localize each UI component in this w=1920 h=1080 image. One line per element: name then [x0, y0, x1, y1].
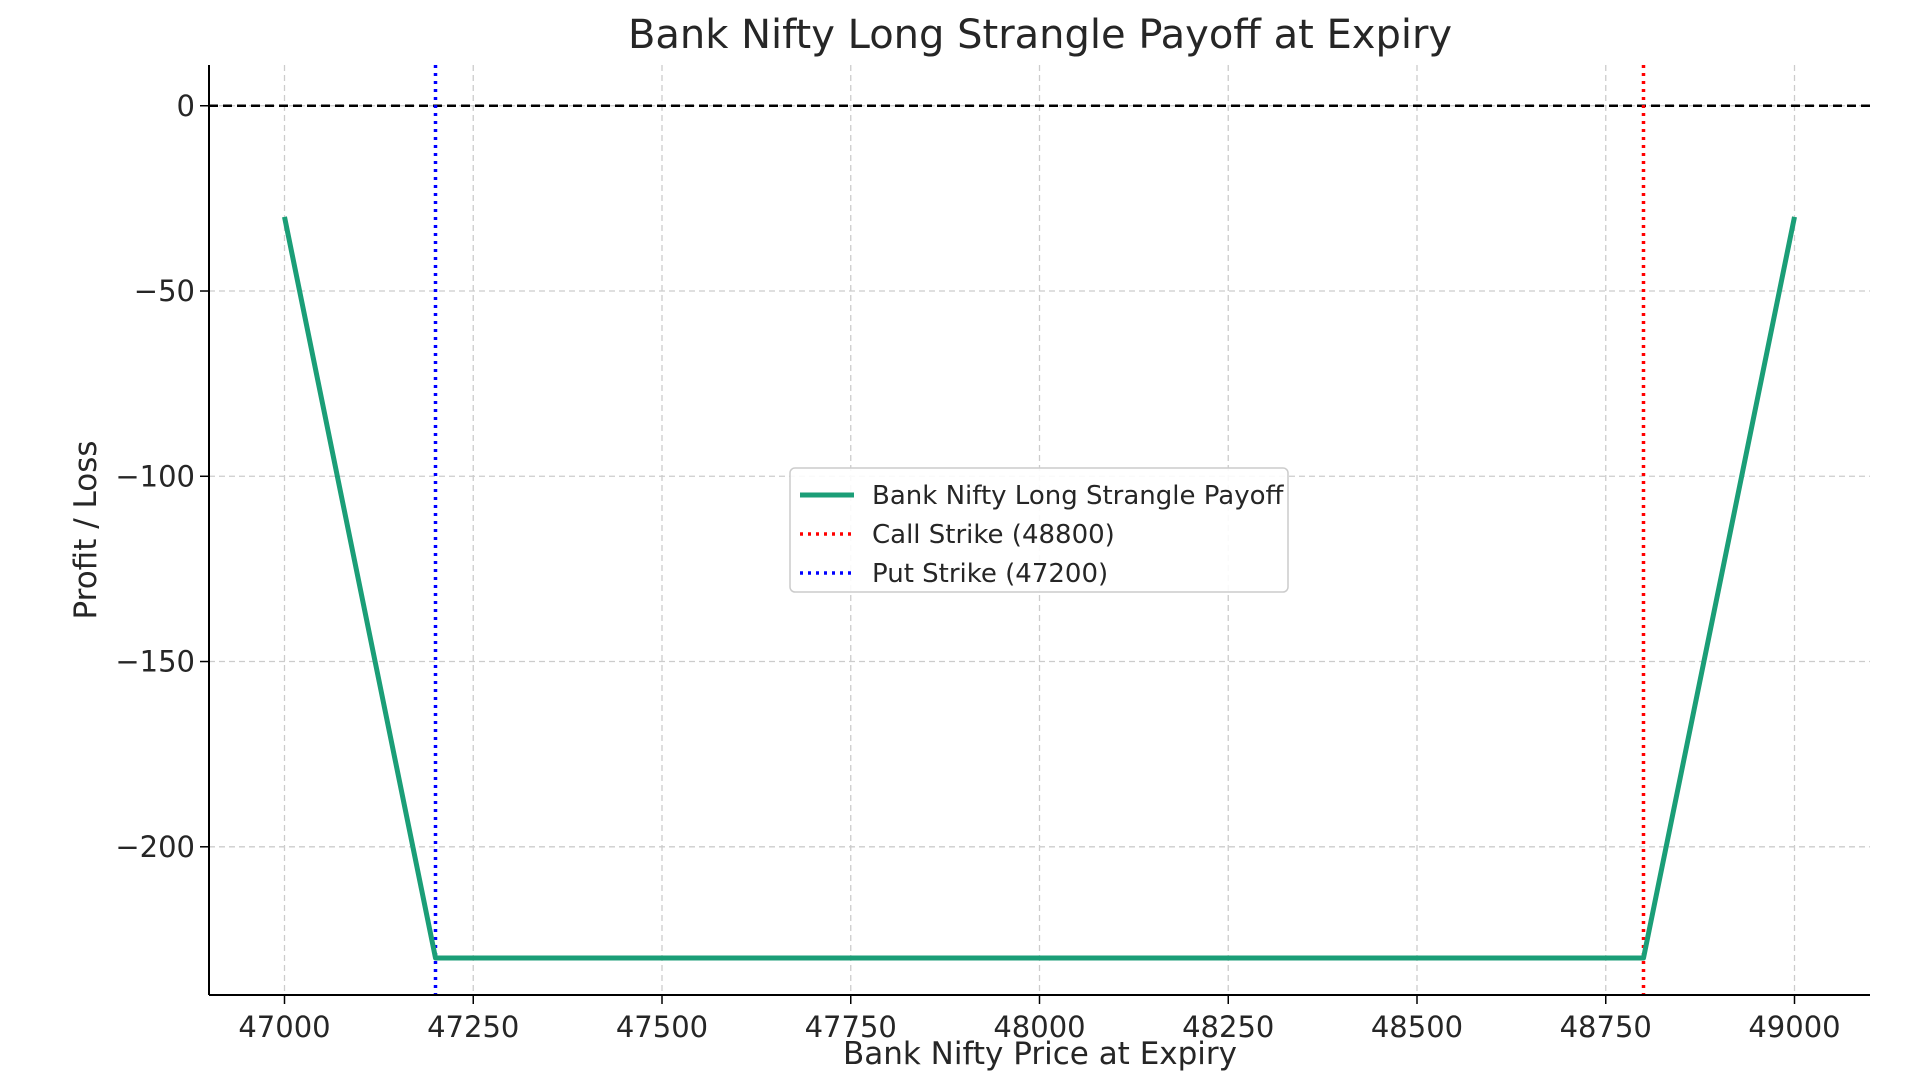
x-tick-label: 47000 — [238, 1010, 330, 1044]
payoff-line — [282, 216, 1797, 961]
y-tick-label: −50 — [134, 274, 195, 308]
y-tick-label: 0 — [177, 89, 195, 123]
legend-payoff-label: Bank Nifty Long Strangle Payoff — [872, 481, 1284, 511]
x-tick-label: 47500 — [616, 1010, 708, 1044]
tick-labels: 47000 47250 47500 47750 48000 48250 48500 48750… — [115, 89, 1840, 1044]
chart-title: Bank Nifty Long Strangle Payoff at Expir… — [628, 12, 1452, 58]
legend-box — [789, 467, 1289, 593]
x-axis-label: Bank Nifty Price at Expiry — [843, 1036, 1237, 1072]
series — [282, 216, 1797, 961]
x-tick-label: 48000 — [993, 1010, 1085, 1044]
y-tick-label: −200 — [115, 830, 195, 864]
y-tick-label: −100 — [115, 459, 195, 493]
x-tick-label: 47250 — [427, 1010, 519, 1044]
legend-put-strike-label: Put Strike (47200) — [872, 559, 1108, 589]
x-tick-label: 49000 — [1748, 1010, 1840, 1044]
x-tick-label: 47750 — [805, 1010, 897, 1044]
legend: Bank Nifty Long Strangle Payoff Call Stri… — [789, 467, 1289, 593]
legend-call-strike-label: Call Strike (48800) — [872, 520, 1115, 550]
y-tick-label: −150 — [115, 645, 195, 679]
axes — [200, 65, 1870, 1004]
reference-lines — [209, 65, 1870, 995]
x-tick-label: 48250 — [1182, 1010, 1274, 1044]
x-tick-label: 48500 — [1371, 1010, 1463, 1044]
y-axis-label: Profit / Loss — [68, 440, 104, 619]
x-tick-label: 48750 — [1560, 1010, 1652, 1044]
